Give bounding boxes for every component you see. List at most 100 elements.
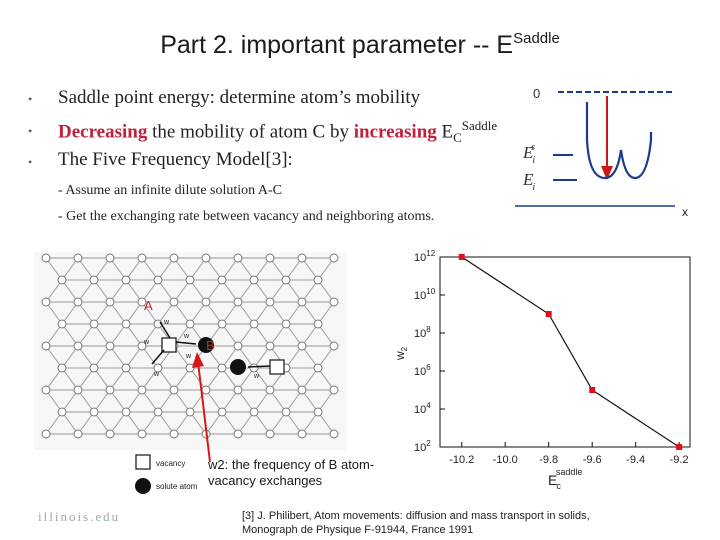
lattice-site — [169, 385, 179, 395]
bullet-2-red-1: Decreasing — [58, 121, 148, 143]
lattice-bond — [269, 301, 287, 325]
data-point — [589, 387, 596, 393]
lattice-bond — [141, 411, 159, 435]
lattice-bond — [285, 389, 303, 413]
x-tick-label: -10.2 — [449, 454, 474, 466]
lattice-site — [89, 407, 99, 417]
lattice-site — [41, 429, 51, 439]
lattice-figure: w w w w w w A B vacancy solute atom — [34, 252, 346, 494]
lattice-bond — [141, 323, 159, 347]
lattice-bond — [237, 301, 255, 325]
lattice-bond — [93, 389, 111, 413]
lattice-bond — [61, 389, 79, 413]
lattice-bond — [45, 411, 63, 435]
lattice-bond — [109, 411, 127, 435]
lattice-bond — [61, 411, 79, 435]
lattice-bond — [205, 301, 223, 325]
lattice-bond — [125, 367, 143, 391]
bullet-marker-3: • — [28, 155, 33, 169]
lattice-bond — [77, 389, 95, 413]
reference-line-2: Monograph de Physique F-91944, France 19… — [242, 524, 474, 536]
lattice-bond — [93, 345, 111, 369]
lattice-bond — [253, 389, 271, 413]
lattice-site — [169, 297, 179, 307]
lattice-site — [249, 407, 259, 417]
lattice-bond — [157, 389, 175, 413]
lattice-bond — [109, 345, 127, 369]
y-axis-label: w2 — [393, 346, 409, 361]
university-logo: illinois.edu — [38, 509, 121, 524]
lattice-site — [73, 385, 83, 395]
lattice-bond — [285, 345, 303, 369]
y-tick-label: 104 — [414, 401, 431, 416]
lattice-bond — [141, 345, 159, 369]
lattice-site — [233, 297, 243, 307]
lattice-bond — [173, 257, 191, 281]
lattice-site — [105, 429, 115, 439]
lattice-bond — [221, 279, 239, 303]
lattice-site — [137, 385, 147, 395]
sub-item-1: - Assume an infinite dilute solution A-C — [58, 183, 282, 198]
lattice-bond — [141, 257, 159, 281]
lattice-bond — [125, 389, 143, 413]
jump-arrow — [175, 341, 197, 345]
lattice-bond — [317, 257, 335, 281]
lattice-bond — [269, 279, 287, 303]
lattice-bond — [173, 389, 191, 413]
lattice-bond — [109, 389, 127, 413]
legend-vacancy-symbol — [135, 454, 151, 470]
lattice-bond — [317, 389, 335, 413]
x-tick-label: -10.0 — [493, 454, 518, 466]
lattice-bond — [141, 301, 159, 325]
lattice-site — [185, 319, 195, 329]
lattice-bond — [173, 345, 191, 369]
lattice-site — [41, 385, 51, 395]
jump-label: w — [185, 353, 192, 360]
lattice-bond — [221, 345, 239, 369]
lattice-site — [313, 363, 323, 373]
solute-atom — [230, 359, 246, 375]
lattice-site — [265, 429, 275, 439]
lattice-bond — [189, 301, 207, 325]
lattice-site — [153, 363, 163, 373]
lattice-site — [217, 275, 227, 285]
lattice-bond — [173, 279, 191, 303]
lattice-site — [265, 253, 275, 263]
lattice-bond — [221, 323, 239, 347]
title-text: Part 2. important parameter -- E — [160, 31, 514, 59]
y-tick-label: 106 — [414, 363, 431, 378]
lattice-bond — [317, 367, 335, 391]
energy-well-curve — [585, 102, 653, 180]
lattice-site — [121, 407, 131, 417]
lattice-background — [34, 252, 346, 450]
reference: [3] J. Philibert, Atom movements: diffus… — [242, 509, 590, 537]
energy-x-label: x — [682, 205, 688, 219]
jump-label: w — [163, 319, 170, 326]
lattice-bond — [109, 323, 127, 347]
lattice-bond — [253, 345, 271, 369]
lattice-bond — [45, 279, 63, 303]
lattice-site — [201, 253, 211, 263]
lattice-site — [73, 341, 83, 351]
lattice-site — [217, 363, 227, 373]
lattice-site — [329, 385, 339, 395]
lattice-bond — [269, 389, 287, 413]
lattice-site — [73, 429, 83, 439]
lattice-site — [201, 297, 211, 307]
x-ticks: -10.2 -10.0 -9.8 -9.6 -9.4 -9.2 — [449, 442, 689, 466]
lattice-site — [297, 429, 307, 439]
lattice-bond — [189, 279, 207, 303]
jump-label: w — [143, 339, 150, 346]
lattice-bond — [285, 301, 303, 325]
pointer-arrow — [197, 361, 211, 463]
lattice-site — [121, 319, 131, 329]
energy-zero-label: 0 — [533, 86, 540, 101]
lattice-bond — [109, 367, 127, 391]
lattice-site — [57, 363, 67, 373]
lattice-site — [105, 341, 115, 351]
lattice-bond — [189, 257, 207, 281]
lattice-bond — [189, 411, 207, 435]
lattice-lines — [45, 257, 335, 435]
lattice-bond — [125, 411, 143, 435]
